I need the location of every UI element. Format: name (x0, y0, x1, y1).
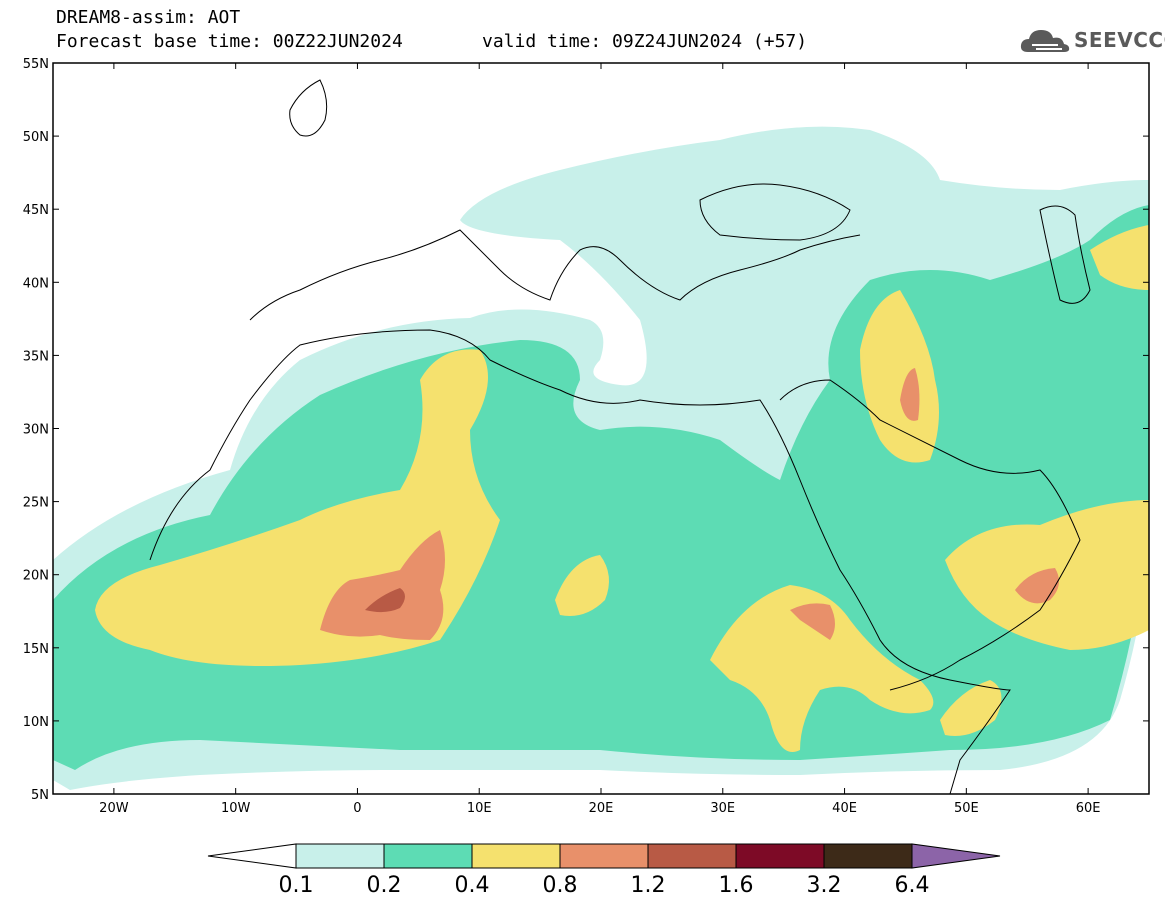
colorbar-over-arrow (911, 843, 1001, 869)
aot-contour-0.4-caspian (1090, 225, 1149, 290)
lon-tick-label: 40E (832, 801, 857, 816)
lon-tick-label: 20W (99, 801, 129, 816)
colorbar-level-label: 3.2 (807, 873, 842, 898)
colorbar-swatch (295, 843, 385, 869)
lon-tick-label: 30E (710, 801, 735, 816)
aot-contour-0.8-iraq (900, 368, 920, 421)
aot-contour-0.4-somalia (940, 680, 1002, 736)
colorbar-level-label: 0.1 (279, 873, 314, 898)
aot-contour-0.4-chad (555, 555, 609, 616)
coastline-caspian (1039, 205, 1091, 304)
lat-tick-label: 25N (23, 496, 49, 511)
lat-tick-label: 30N (23, 423, 49, 438)
lon-tick-label: 10E (467, 801, 492, 816)
seevccc-logo: SEEVCCC (1018, 24, 1165, 60)
lat-tick-label: 50N (23, 130, 49, 145)
forecast-base-time: Forecast base time: 00Z22JUN2024 (56, 31, 403, 52)
colorbar-swatch (559, 843, 649, 869)
lat-tick-label: 15N (23, 642, 49, 657)
lat-tick-label: 35N (23, 349, 49, 364)
colorbar-level-label: 0.8 (543, 873, 578, 898)
coastline-black-sea (699, 183, 851, 241)
axis-ticks: 5N 10N 15N 20N 25N 30N 35N 40N 45N 50N 55N 20W 10W 0 1… (23, 57, 1149, 816)
coastline-uk (289, 79, 328, 137)
map-title: DREAM8-assim: AOT (56, 7, 241, 28)
lat-tick-label: 45N (23, 203, 49, 218)
aot-contour-0.8-sahel (320, 530, 445, 640)
lon-tick-label: 20E (589, 801, 614, 816)
aot-contour-0.4-east-africa (710, 585, 934, 752)
colorbar: 0.1 0.2 0.4 0.8 1.2 1.6 3.2 6.4 (207, 843, 1001, 898)
lon-tick-label: 60E (1076, 801, 1101, 816)
colorbar-swatch (647, 843, 737, 869)
colorbar-level-label: 0.4 (455, 873, 490, 898)
coastlines (149, 79, 1091, 794)
coastline-africa (149, 329, 1011, 794)
lat-tick-label: 55N (23, 57, 49, 72)
colorbar-swatch (471, 843, 561, 869)
lat-tick-label: 20N (23, 569, 49, 584)
aot-contour-1.2 (365, 588, 405, 613)
cloud-icon (1020, 30, 1070, 52)
colorbar-under-arrow (207, 843, 297, 869)
lat-tick-label: 10N (23, 715, 49, 730)
colorbar-swatch (735, 843, 825, 869)
colorbar-swatch (383, 843, 473, 869)
aot-field (53, 63, 1149, 794)
lon-tick-label: 50E (954, 801, 979, 816)
aot-contour-0.8-ethiopia (790, 603, 835, 640)
valid-time: valid time: 09Z24JUN2024 (+57) (482, 31, 808, 52)
lat-tick-label: 5N (31, 788, 49, 803)
colorbar-level-label: 1.2 (631, 873, 666, 898)
colorbar-level-label: 1.6 (719, 873, 754, 898)
colorbar-level-label: 0.2 (367, 873, 402, 898)
lon-tick-label: 0 (353, 801, 361, 816)
coastline-europe (249, 229, 861, 321)
coastline-arabia (779, 379, 1081, 691)
logo-text: SEEVCCC (1074, 28, 1165, 52)
colorbar-level-label: 6.4 (895, 873, 930, 898)
lon-tick-label: 10W (221, 801, 251, 816)
lat-tick-label: 40N (23, 276, 49, 291)
aot-contour-0.8-arabia (1015, 568, 1059, 604)
colorbar-swatch (823, 843, 913, 869)
